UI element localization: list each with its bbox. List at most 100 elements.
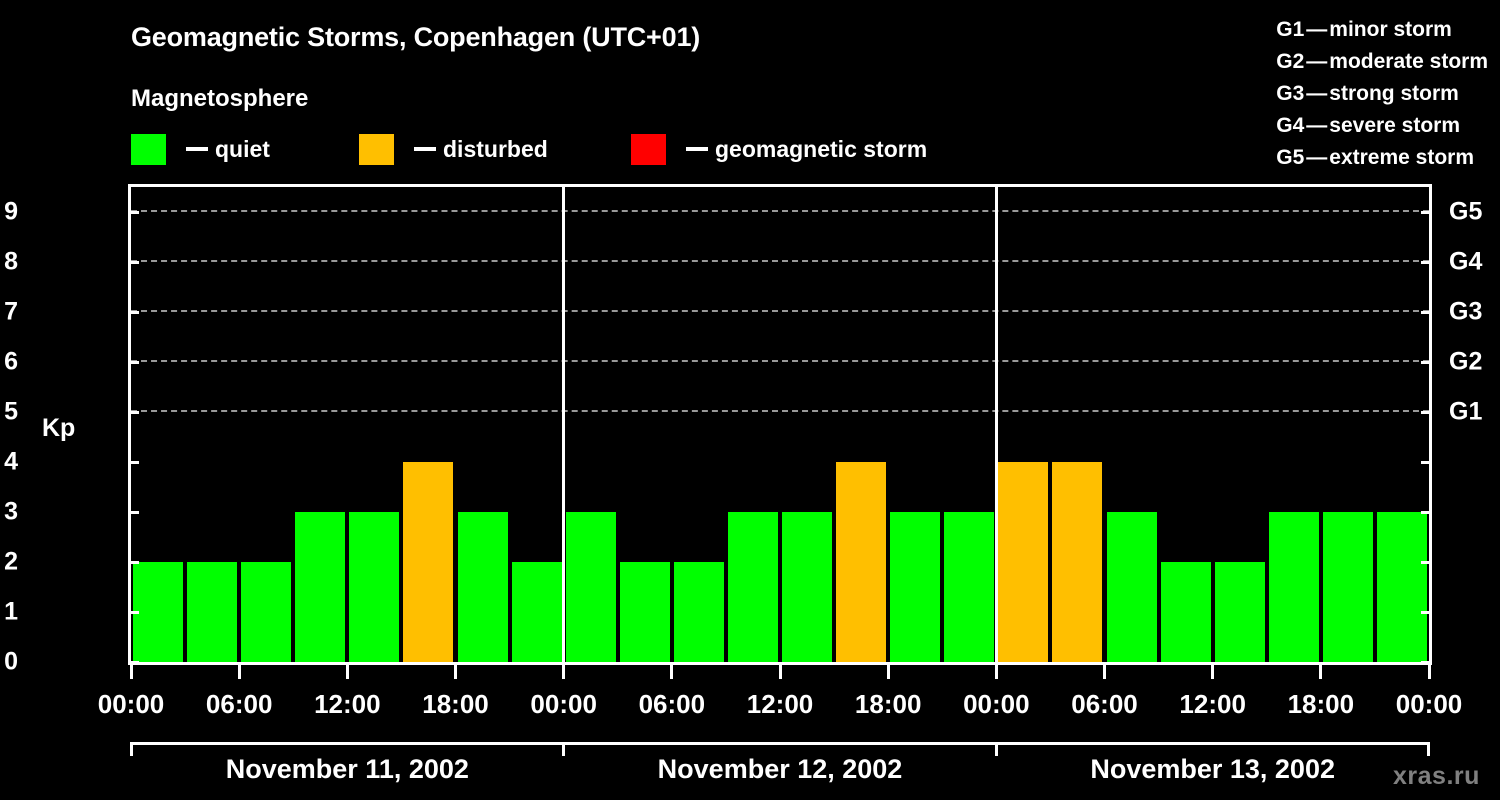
g-tick-mark (1421, 210, 1432, 214)
bar (1160, 562, 1211, 662)
x-tick-mark (778, 665, 782, 679)
x-tick-mark (1211, 665, 1215, 679)
bar (133, 562, 184, 662)
gscale-code: G1 (1276, 18, 1305, 41)
bar (944, 512, 995, 662)
y-tick-mark (128, 360, 139, 364)
gscale-legend-row: G5 — extreme storm (1276, 142, 1488, 174)
g-tick-label: G2 (1449, 347, 1483, 376)
day-label: November 11, 2002 (225, 754, 469, 784)
day-bracket (994, 742, 1431, 756)
gscale-description: extreme storm (1329, 146, 1475, 169)
gscale-legend-row: G3 — strong storm (1276, 78, 1488, 110)
y-tick-label: 4 (4, 447, 18, 476)
bar (1268, 512, 1319, 662)
gscale-separator: — (1306, 50, 1328, 73)
bar (1052, 462, 1103, 662)
bar (998, 462, 1049, 662)
bar (727, 512, 778, 662)
x-tick-label: 06:00 (205, 689, 273, 719)
gscale-code: G4 (1276, 114, 1305, 137)
bar (403, 462, 454, 662)
g-tick-label: G5 (1449, 197, 1483, 226)
y-tick-label: 9 (4, 197, 18, 226)
day-label: November 12, 2002 (657, 754, 903, 784)
x-tick-label: 00:00 (1395, 689, 1463, 719)
x-tick-mark (1427, 665, 1431, 679)
gscale-code: G5 (1276, 146, 1305, 169)
x-tick-mark (454, 665, 457, 679)
x-tick-mark (562, 665, 566, 679)
series-title: Magnetosphere (131, 85, 309, 112)
bar (349, 512, 400, 662)
legend-dash-icon (414, 147, 436, 151)
y-tick-mark (128, 460, 139, 464)
y-tick-mark (128, 410, 139, 414)
gscale-description: strong storm (1329, 82, 1459, 105)
gscale-separator: — (1306, 146, 1328, 169)
g-tick-label: G1 (1449, 397, 1483, 426)
y-axis-title: Kp (42, 414, 76, 442)
gscale-separator: — (1306, 114, 1328, 137)
gscale-description: moderate storm (1329, 50, 1488, 73)
red-square-icon (631, 133, 666, 165)
y-tick-mark (128, 260, 139, 264)
g-tick-mark (1421, 460, 1432, 464)
y-tick-label: 7 (4, 297, 18, 326)
day-divider (994, 187, 998, 662)
bar (1322, 512, 1373, 662)
bar (890, 512, 941, 662)
bar (836, 462, 887, 662)
g-tick-mark (1421, 410, 1432, 414)
gscale-description: severe storm (1329, 114, 1461, 137)
y-tick-label: 0 (4, 647, 18, 676)
bar (1214, 562, 1265, 662)
bar (1376, 512, 1427, 662)
gridline (131, 260, 1429, 262)
g-tick-mark (1421, 560, 1432, 564)
x-tick-label: 12:00 (1179, 689, 1246, 719)
legend-entry: quiet (131, 133, 270, 165)
x-tick-label: 18:00 (422, 689, 489, 719)
x-tick-mark (670, 665, 674, 679)
gscale-separator: — (1306, 18, 1328, 41)
bar (673, 562, 724, 662)
plot-area (128, 184, 1432, 665)
gscale-legend-row: G1 — minor storm (1276, 14, 1488, 46)
y-tick-mark (128, 610, 139, 614)
g-tick-label: G4 (1449, 247, 1483, 276)
x-tick-label: 12:00 (746, 689, 814, 719)
bar (782, 512, 833, 662)
y-tick-label: 2 (4, 547, 18, 576)
y-tick-label: 8 (4, 247, 18, 276)
x-tick-mark (1319, 665, 1323, 679)
g-tick-mark (1421, 510, 1432, 514)
bar (619, 562, 670, 662)
x-tick-mark (237, 665, 241, 679)
legend-dash-icon (686, 147, 708, 151)
x-tick-label: 18:00 (1287, 689, 1355, 719)
y-tick-mark (128, 310, 139, 314)
x-tick-label: 00:00 (530, 689, 597, 719)
day-divider (562, 187, 566, 662)
legend-label: geomagnetic storm (715, 135, 928, 162)
x-tick-label: 18:00 (854, 689, 922, 719)
bar (511, 562, 562, 662)
x-tick-label: 06:00 (1071, 689, 1138, 719)
x-tick-mark (345, 665, 349, 679)
gridline (131, 210, 1429, 212)
g-tick-mark (1421, 660, 1432, 664)
x-tick-label: 06:00 (638, 689, 706, 719)
bar (241, 562, 292, 662)
y-tick-mark (128, 560, 139, 564)
y-tick-mark (128, 210, 139, 214)
legend-dash-icon (186, 147, 208, 151)
gscale-legend-row: G2 — moderate storm (1276, 46, 1488, 78)
gscale-legend-row: G4 — severe storm (1276, 110, 1488, 142)
y-tick-label: 6 (4, 347, 18, 376)
x-tick-mark (994, 665, 998, 679)
x-tick-label: 00:00 (97, 689, 165, 719)
gridline (131, 310, 1429, 312)
y-tick-label: 5 (4, 397, 18, 426)
